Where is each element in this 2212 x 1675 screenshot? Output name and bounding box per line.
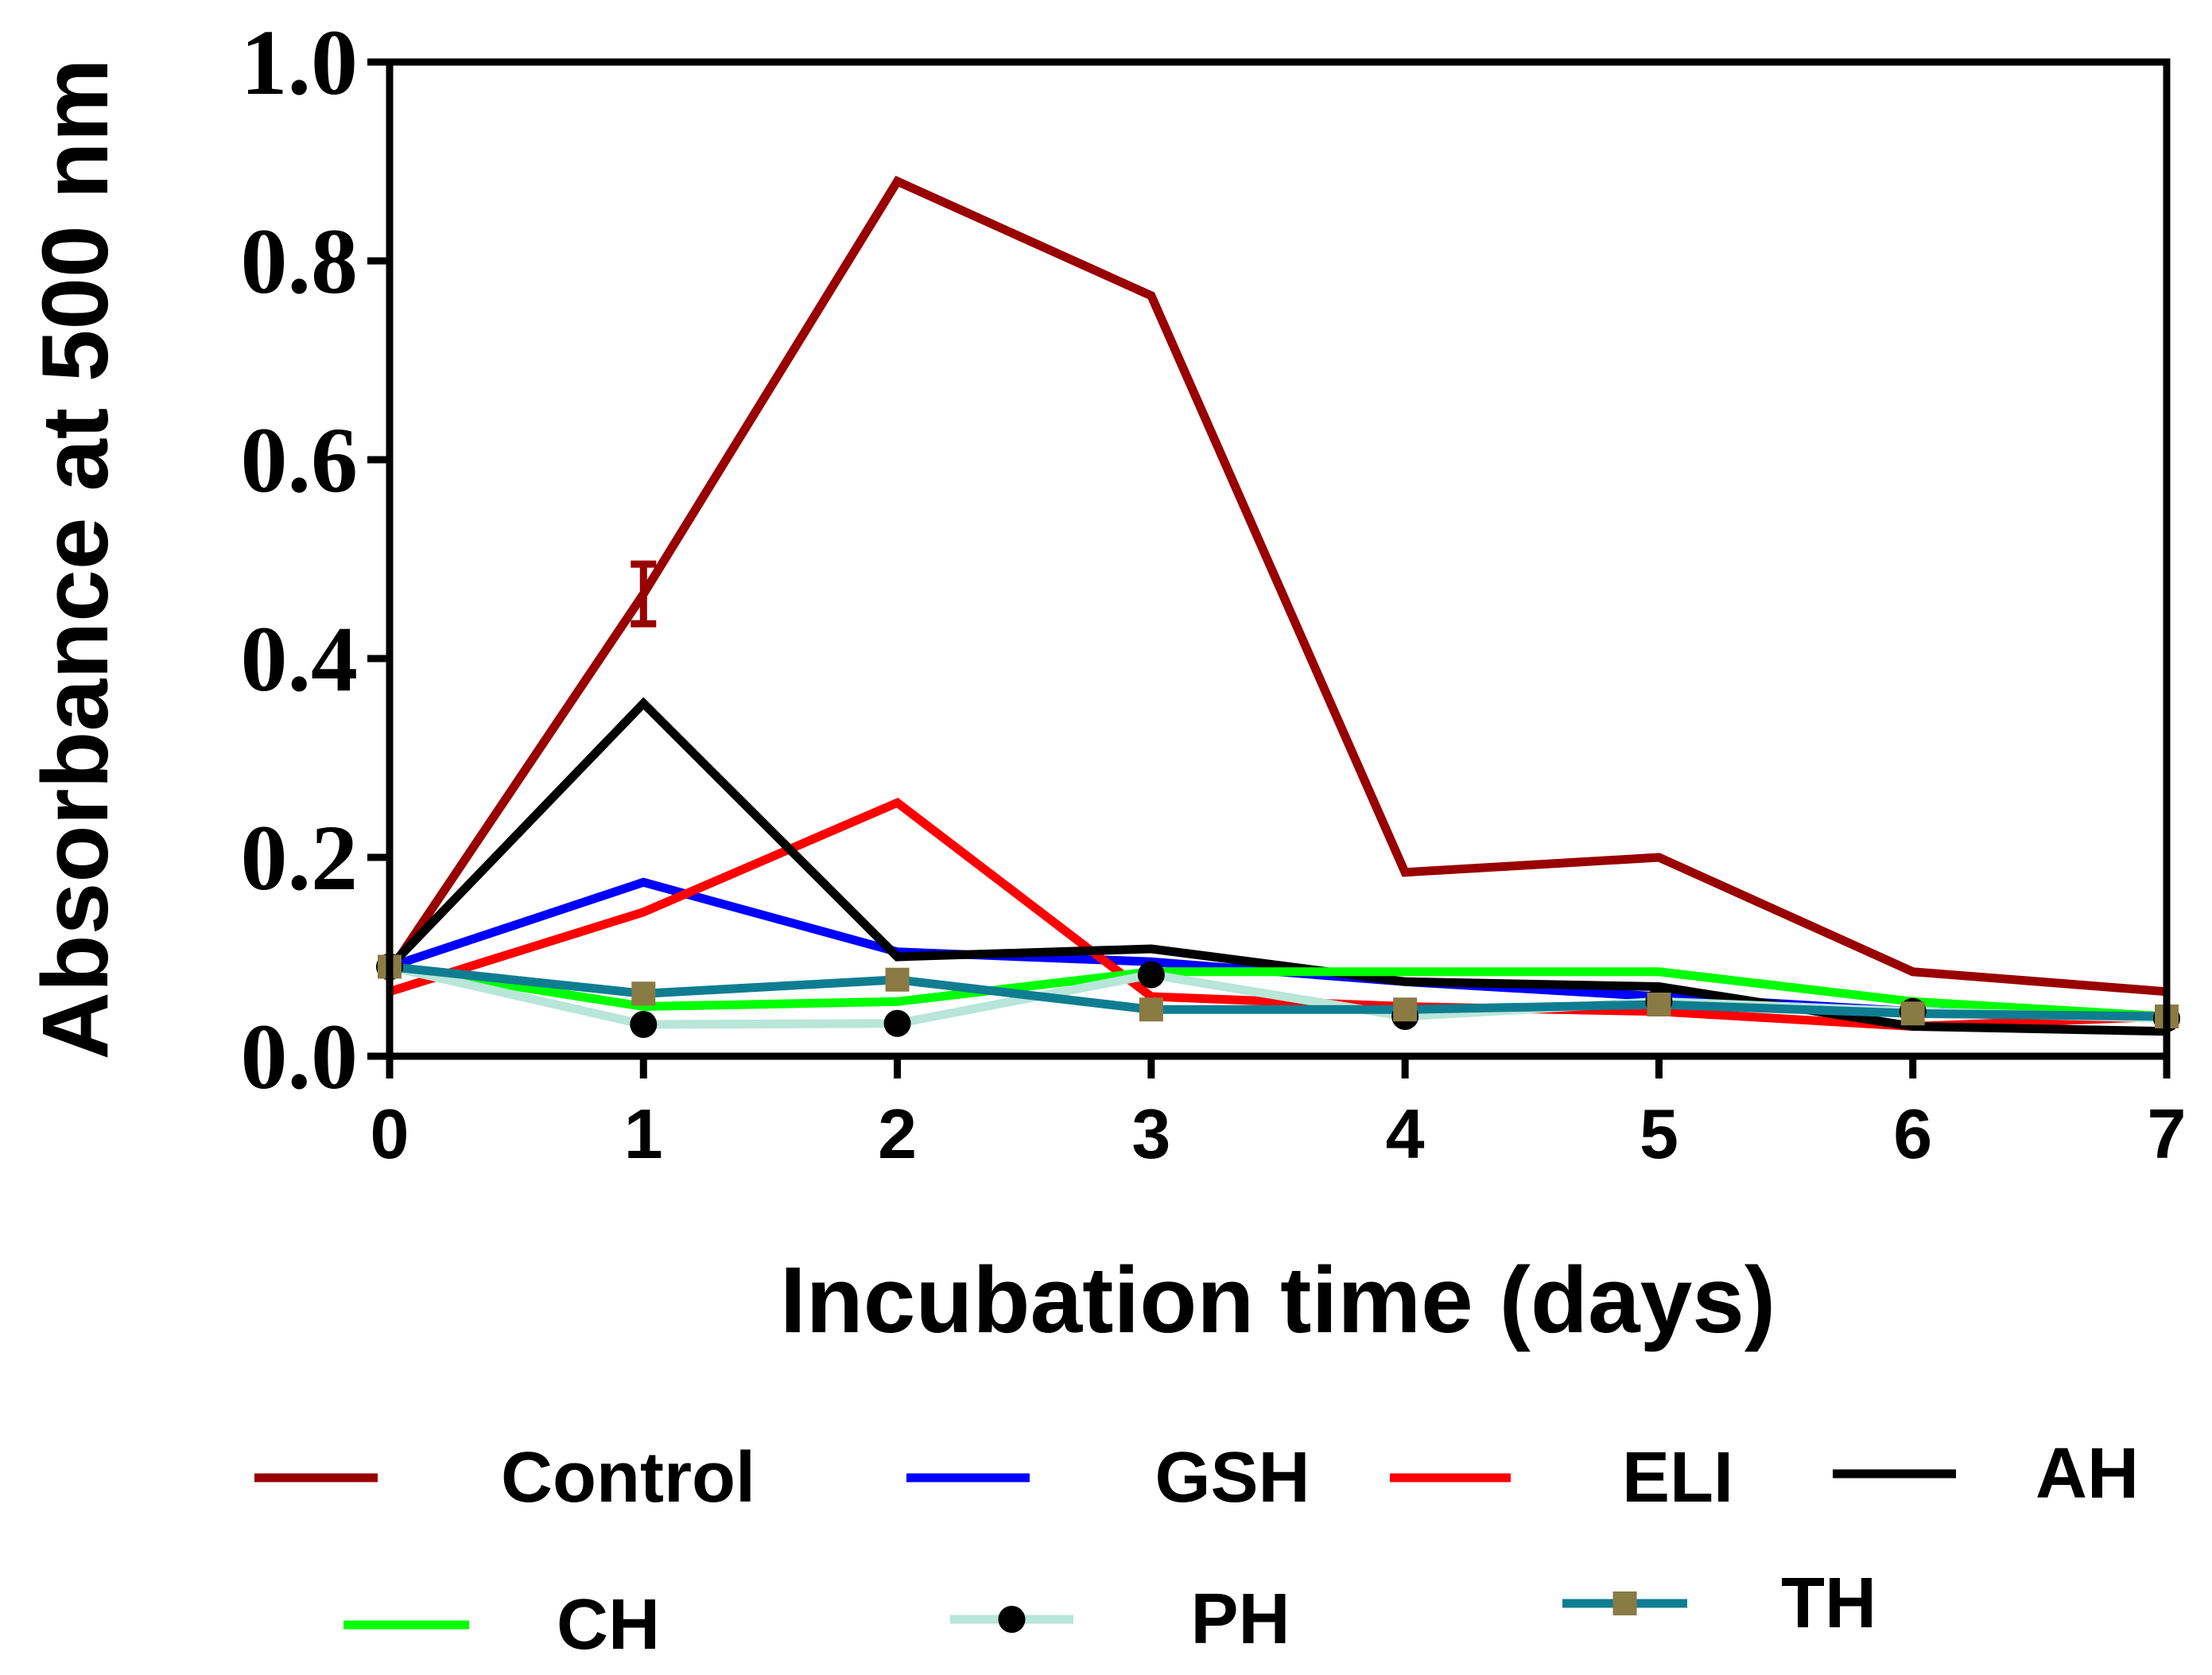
x-axis-ticks: 0 1 2 3 4 5 6 7 [371,1056,2187,1173]
series-layer [386,175,2167,1036]
point-th-1 [631,981,656,1006]
legend: Control GSH ELI AH CH PH TH [254,1434,2139,1665]
plot-frame [386,58,2171,1060]
point-ph-2 [883,1009,911,1037]
y-tick-label: 1.0 [241,10,359,115]
series-line-ah [386,697,2167,1036]
y-tick-label: 0.0 [241,1005,359,1109]
legend-item-ch: CH [343,1585,660,1665]
error-bar-control-1 [631,560,657,628]
legend-marker-ph [998,1606,1026,1633]
legend-label-ah: AH [2035,1434,2139,1514]
point-th-6 [1900,1001,1925,1026]
x-tick-label: 2 [878,1094,917,1173]
x-tick-label: 4 [1386,1094,1425,1173]
x-tick-label: 1 [624,1094,663,1173]
y-tick-label: 0.2 [241,806,359,910]
axes-layer [386,58,2171,1060]
legend-item-eli: ELI [1390,1438,1733,1518]
series-line-control [386,175,2167,997]
point-th-3 [1139,997,1163,1022]
x-tick-label: 6 [1893,1094,1932,1173]
point-ph-3 [1137,961,1165,989]
legend-item-ph: PH [950,1580,1290,1659]
legend-label-th: TH [1781,1564,1876,1643]
point-ph-1 [630,1011,658,1038]
legend-label-control: Control [501,1438,755,1518]
error-bar-layer [631,560,657,628]
legend-marker-th [1612,1591,1637,1615]
legend-label-ph: PH [1190,1580,1290,1659]
x-tick-label: 5 [1640,1094,1678,1173]
legend-item-ah: AH [1833,1434,2139,1514]
legend-label-gsh: GSH [1155,1438,1310,1518]
x-tick-label: 3 [1131,1094,1170,1173]
y-tick-label: 0.8 [241,209,359,313]
y-axis-ticks: 0.0 0.2 0.4 0.6 0.8 1.0 [241,10,390,1109]
y-tick-label: 0.4 [241,607,359,711]
legend-label-ch: CH [557,1585,660,1665]
point-th-2 [885,967,910,992]
legend-label-eli: ELI [1622,1438,1733,1518]
x-tick-label: 7 [2148,1094,2187,1173]
x-axis-label: Incubation time (days) [780,1248,1775,1353]
legend-item-th: TH [1562,1564,1876,1643]
series-line-ch [389,962,2167,1021]
point-th-4 [1393,997,1418,1022]
y-tick-label: 0.6 [241,408,359,512]
x-tick-label: 0 [371,1094,409,1173]
legend-item-gsh: GSH [906,1438,1310,1518]
y-axis-label: Absorbance at 500 nm [23,58,128,1059]
legend-item-control: Control [254,1438,755,1518]
series-line-th [389,962,2167,1021]
point-th-5 [1647,993,1671,1016]
